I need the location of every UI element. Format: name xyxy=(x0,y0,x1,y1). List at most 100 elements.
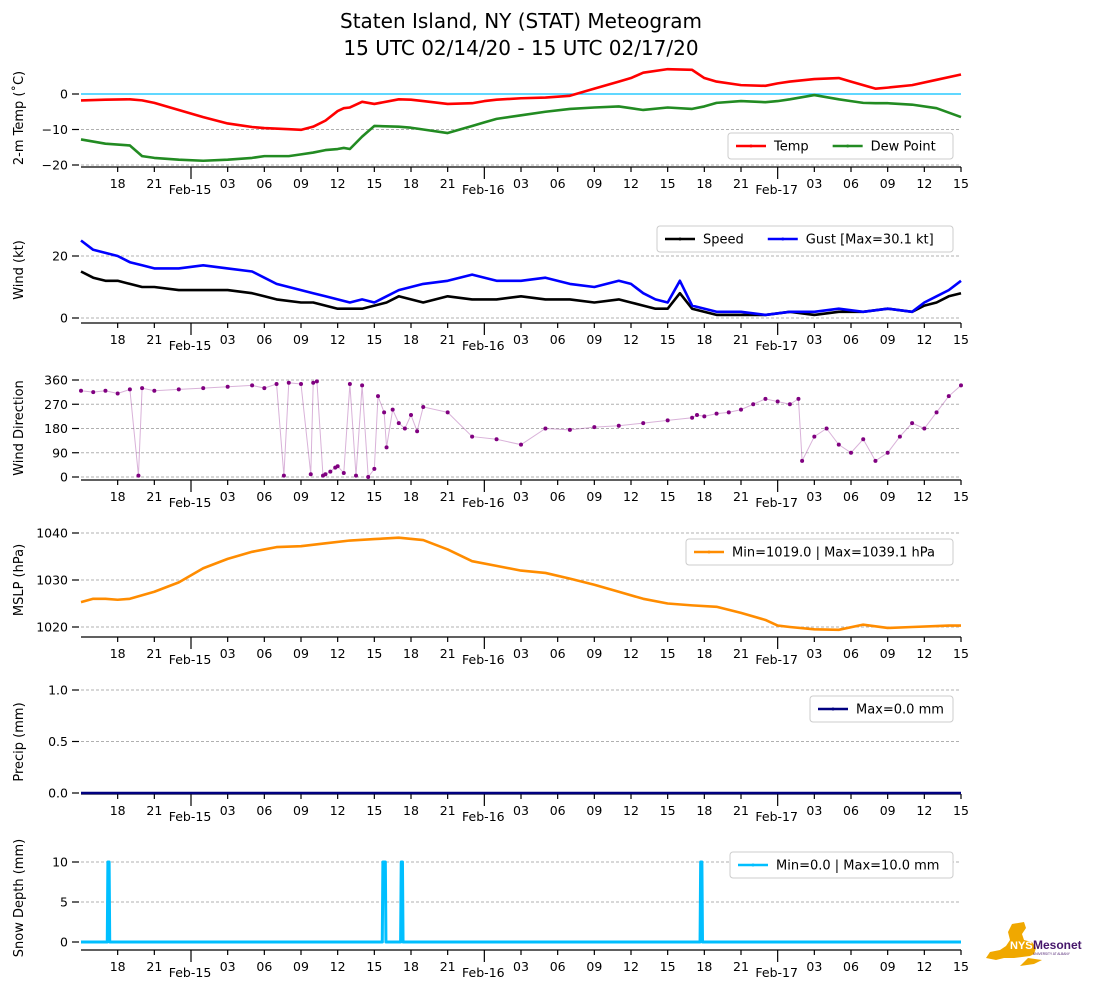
wind-direction-point xyxy=(445,410,450,415)
x-tick-label: 21 xyxy=(733,332,749,347)
x-tick-label: 03 xyxy=(806,646,822,661)
x-tick-label: 09 xyxy=(293,176,309,191)
x-date-label: Feb-17 xyxy=(755,809,798,824)
panel-wind-direction: 360 270 180 90 0 18 21 03 06 09 12 15 18 21 03 06 09 12 15… xyxy=(12,373,969,511)
wind-direction-point xyxy=(372,466,377,471)
x-tick-label: 12 xyxy=(623,489,639,504)
wind-direction-point xyxy=(897,434,902,439)
x-date-label: Feb-17 xyxy=(755,338,798,353)
x-tick-label: 09 xyxy=(880,489,896,504)
legend-label: Gust [Max=30.1 kt] xyxy=(806,233,934,248)
x-tick-label: 12 xyxy=(623,803,639,818)
y-axis-label: Wind (kt) xyxy=(12,240,27,300)
x-tick-label: 21 xyxy=(440,176,456,191)
x-tick-label: 15 xyxy=(660,803,676,818)
x-tick-label: 06 xyxy=(843,176,859,191)
wind-direction-point xyxy=(176,387,181,392)
x-tick-label: 12 xyxy=(916,803,932,818)
wind-direction-point xyxy=(79,388,83,393)
x-tick-label: 15 xyxy=(953,489,969,504)
x-tick-label: 12 xyxy=(623,959,639,974)
wind-direction-point xyxy=(354,473,358,478)
wind-direction-point xyxy=(409,413,413,418)
x-tick-label: 09 xyxy=(293,332,309,347)
x-date-label: Feb-15 xyxy=(169,809,212,824)
x-tick-label: 18 xyxy=(403,489,419,504)
x-tick-label: 03 xyxy=(806,959,822,974)
x-tick-label: 21 xyxy=(440,959,456,974)
wind-direction-point xyxy=(390,407,395,412)
wind-direction-point xyxy=(136,473,141,478)
x-tick-label: 18 xyxy=(110,959,126,974)
x-tick-label: 09 xyxy=(586,176,602,191)
x-tick-label: 18 xyxy=(110,803,126,818)
x-tick-label: 03 xyxy=(220,803,236,818)
wind-direction-point xyxy=(415,429,420,434)
y-tick-label: 10 xyxy=(52,855,68,870)
legend-marker xyxy=(678,237,682,241)
x-tick-label: 09 xyxy=(880,176,896,191)
wind-direction-point xyxy=(543,426,548,431)
wind-direction-point xyxy=(800,458,805,463)
x-tick-label: 03 xyxy=(806,332,822,347)
x-tick-label: 18 xyxy=(403,646,419,661)
wind-direction-point xyxy=(714,411,719,416)
x-date-label: Feb-15 xyxy=(169,495,212,510)
x-tick-label: 12 xyxy=(330,332,346,347)
logo-mesonet-text: Mesonet xyxy=(1033,938,1082,952)
x-tick-label: 18 xyxy=(110,646,126,661)
wind-direction-point xyxy=(690,415,695,420)
x-tick-label: 06 xyxy=(256,332,272,347)
x-tick-label: 21 xyxy=(440,803,456,818)
y-tick-label: 180 xyxy=(44,421,68,436)
legend-label: Min=1019.0 | Max=1039.1 hPa xyxy=(732,546,935,561)
wind-direction-point xyxy=(323,472,328,477)
wind-direction-point xyxy=(616,423,621,428)
x-tick-label: 03 xyxy=(513,646,529,661)
wind-direction-point xyxy=(225,384,230,389)
x-tick-label: 06 xyxy=(843,332,859,347)
x-tick-label: 03 xyxy=(806,803,822,818)
x-tick-label: 06 xyxy=(550,959,566,974)
y-tick-label: 1020 xyxy=(36,620,68,635)
x-tick-label: 18 xyxy=(403,332,419,347)
x-tick-label: 15 xyxy=(660,332,676,347)
x-tick-label: 21 xyxy=(146,176,162,191)
x-date-label: Feb-15 xyxy=(169,182,212,197)
x-tick-label: 06 xyxy=(550,489,566,504)
series-min-1019-0-max-1039-1-hpa xyxy=(80,536,961,632)
y-tick-label: 0 xyxy=(60,935,68,950)
new-york-state-shape-icon xyxy=(986,922,1042,966)
legend-marker xyxy=(846,144,850,148)
panel-snow-depth: 10 5 0 18 21 03 06 09 12 15 18 21 03 06 09 12 15 18 21 03 06… xyxy=(12,839,969,980)
wind-direction-point xyxy=(910,421,915,426)
x-tick-label: 12 xyxy=(916,959,932,974)
wind-direction-point xyxy=(702,414,707,419)
y-tick-label: 0.5 xyxy=(48,734,68,749)
legend-temp: Temp Dew Point xyxy=(727,132,954,160)
x-date-label: Feb-17 xyxy=(755,652,798,667)
wind-direction-point xyxy=(739,407,743,412)
legend-label: Temp xyxy=(773,140,809,155)
y-tick-label: 90 xyxy=(52,445,68,460)
y-axis-label: 2-m Temp (˚C) xyxy=(11,71,27,165)
y-axis-label: Precip (mm) xyxy=(12,702,27,781)
legend-label: Max=0.0 mm xyxy=(856,703,944,718)
series-speed xyxy=(80,270,962,317)
x-date-label: Feb-15 xyxy=(169,338,212,353)
wind-direction-point xyxy=(274,382,279,387)
x-tick-label: 12 xyxy=(623,332,639,347)
wind-direction-point xyxy=(384,445,389,450)
x-tick-label: 18 xyxy=(696,176,712,191)
x-tick-label: 21 xyxy=(440,489,456,504)
legend-snow-depth: Min=0.0 | Max=10.0 mm xyxy=(729,851,954,879)
wind-direction-point xyxy=(665,418,670,423)
wind-direction-point xyxy=(286,380,291,385)
wind-direction-point xyxy=(311,380,316,385)
wind-direction-point xyxy=(91,390,96,395)
wind-direction-point xyxy=(201,386,206,391)
x-tick-label: 06 xyxy=(256,176,272,191)
y-tick-label: 0 xyxy=(60,87,68,102)
wind-direction-connector xyxy=(80,380,962,479)
